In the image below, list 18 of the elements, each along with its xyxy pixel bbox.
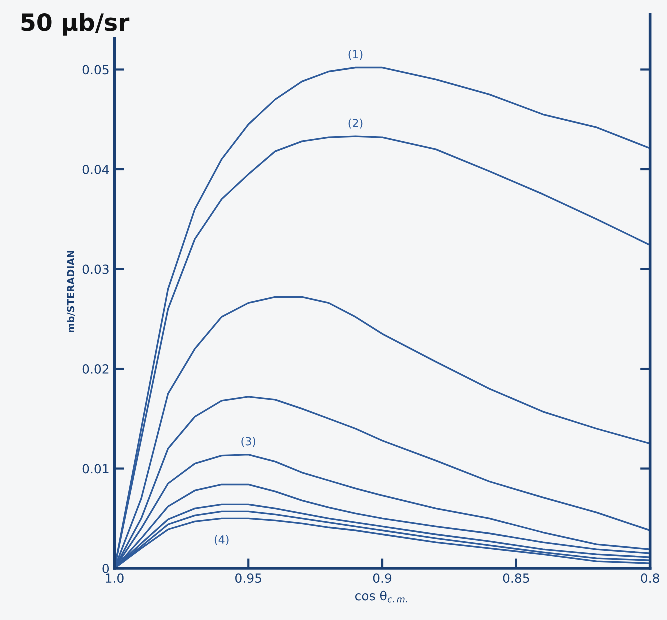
y-tick-label: 0.01	[82, 464, 109, 474]
y-tick-label: 0.03	[82, 264, 109, 274]
x-tick-label: 0.9	[373, 574, 392, 584]
x-tick-label: 0.8	[641, 574, 660, 584]
series-label: (2)	[348, 118, 363, 129]
series-label: (4)	[214, 535, 229, 546]
series-label: (1)	[348, 50, 363, 60]
x-axis-title: cos θ$_{c.m.}$	[355, 590, 408, 603]
y-tick-label: 0	[102, 564, 110, 574]
y-tick-label: 0.05	[82, 65, 109, 75]
y-axis-title: mb/STERADIAN	[67, 250, 76, 333]
series-label: (3)	[242, 437, 256, 448]
y-tick-label: 0.02	[82, 364, 109, 374]
x-tick-label: 0.95	[236, 574, 262, 584]
x-tick-label: 0.85	[503, 574, 530, 584]
chart-title: 50 μb/sr	[22, 13, 130, 36]
y-tick-label: 0.04	[82, 164, 110, 174]
x-tick-label: 1.0	[106, 574, 124, 584]
